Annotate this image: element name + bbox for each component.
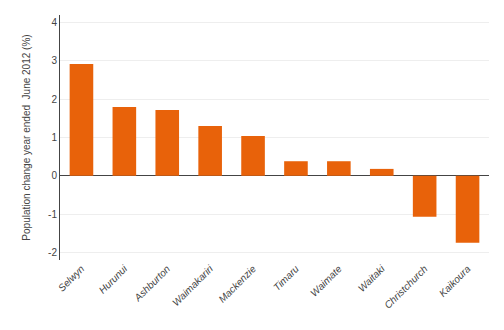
svg-text:1: 1 xyxy=(51,132,57,143)
svg-text:Waimakariri: Waimakariri xyxy=(170,263,216,309)
svg-text:-2: -2 xyxy=(48,247,57,258)
svg-text:Selwyn: Selwyn xyxy=(56,263,87,294)
svg-text:3: 3 xyxy=(51,55,57,66)
svg-text:Hurunui: Hurunui xyxy=(97,263,130,296)
svg-text:Waitaki: Waitaki xyxy=(356,263,387,294)
svg-text:-1: -1 xyxy=(48,209,57,220)
svg-text:Ashburton: Ashburton xyxy=(131,263,172,304)
svg-text:Population change year ended: Population change year ended June 2012 (… xyxy=(21,34,32,240)
svg-text:2: 2 xyxy=(51,94,57,105)
svg-text:Waimate: Waimate xyxy=(308,263,344,299)
svg-text:4: 4 xyxy=(51,17,57,28)
svg-text:Kaikoura: Kaikoura xyxy=(437,263,473,299)
svg-text:Christchurch: Christchurch xyxy=(382,263,430,311)
svg-text:0: 0 xyxy=(51,170,57,181)
svg-text:Mackenzie: Mackenzie xyxy=(216,263,258,305)
svg-text:Timaru: Timaru xyxy=(271,263,301,293)
